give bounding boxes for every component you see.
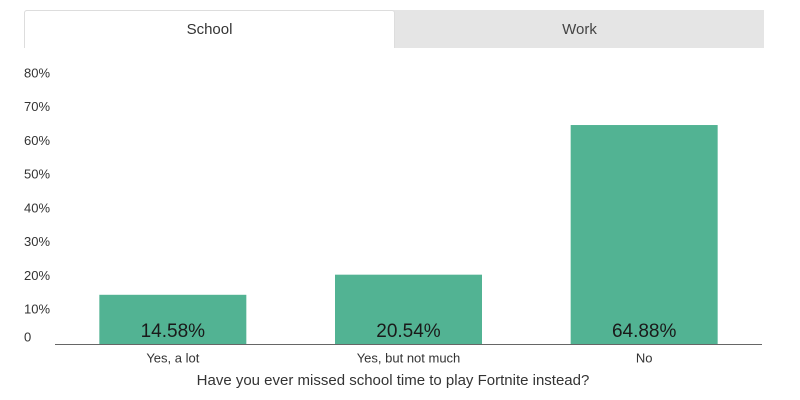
y-tick-label: 20% <box>24 268 50 283</box>
y-tick-label: 50% <box>24 167 50 182</box>
y-tick-label: 70% <box>24 99 50 114</box>
tab-work[interactable]: Work <box>395 10 764 48</box>
x-tick-label: Yes, but not much <box>357 350 461 365</box>
y-axis-ticks: 0 10% 20% 30% 40% 50% 60% 70% 80% <box>24 65 50 344</box>
x-axis-title: Have you ever missed school time to play… <box>197 372 590 389</box>
bar-value-label: 14.58% <box>141 321 206 342</box>
x-axis-ticks: Yes, a lot Yes, but not much No <box>146 350 652 365</box>
y-tick-label: 40% <box>24 200 50 215</box>
y-tick-label: 0 <box>24 329 31 344</box>
bar[interactable] <box>335 274 482 344</box>
bar-value-label: 20.54% <box>376 321 441 342</box>
y-tick-label: 60% <box>24 133 50 148</box>
y-tick-label: 30% <box>24 234 50 249</box>
tab-school[interactable]: School <box>24 10 395 48</box>
bar-value-label: 64.88% <box>612 321 677 342</box>
bar[interactable] <box>570 125 718 344</box>
chart-tabs: School Work <box>24 10 764 48</box>
y-tick-label: 10% <box>24 302 50 317</box>
bars: 14.58% 20.54% 64.88% <box>99 125 718 344</box>
x-tick-label: No <box>636 350 653 365</box>
x-tick-label: Yes, a lot <box>146 350 199 365</box>
bar[interactable] <box>99 294 247 344</box>
y-tick-label: 80% <box>24 65 50 80</box>
